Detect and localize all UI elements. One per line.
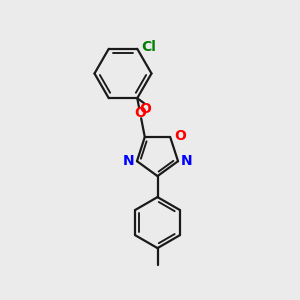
Text: N: N [181, 154, 193, 168]
Text: O: O [134, 106, 146, 120]
Text: O: O [174, 129, 186, 143]
Text: Cl: Cl [141, 40, 156, 54]
Text: O: O [139, 102, 151, 116]
Text: N: N [122, 154, 134, 168]
